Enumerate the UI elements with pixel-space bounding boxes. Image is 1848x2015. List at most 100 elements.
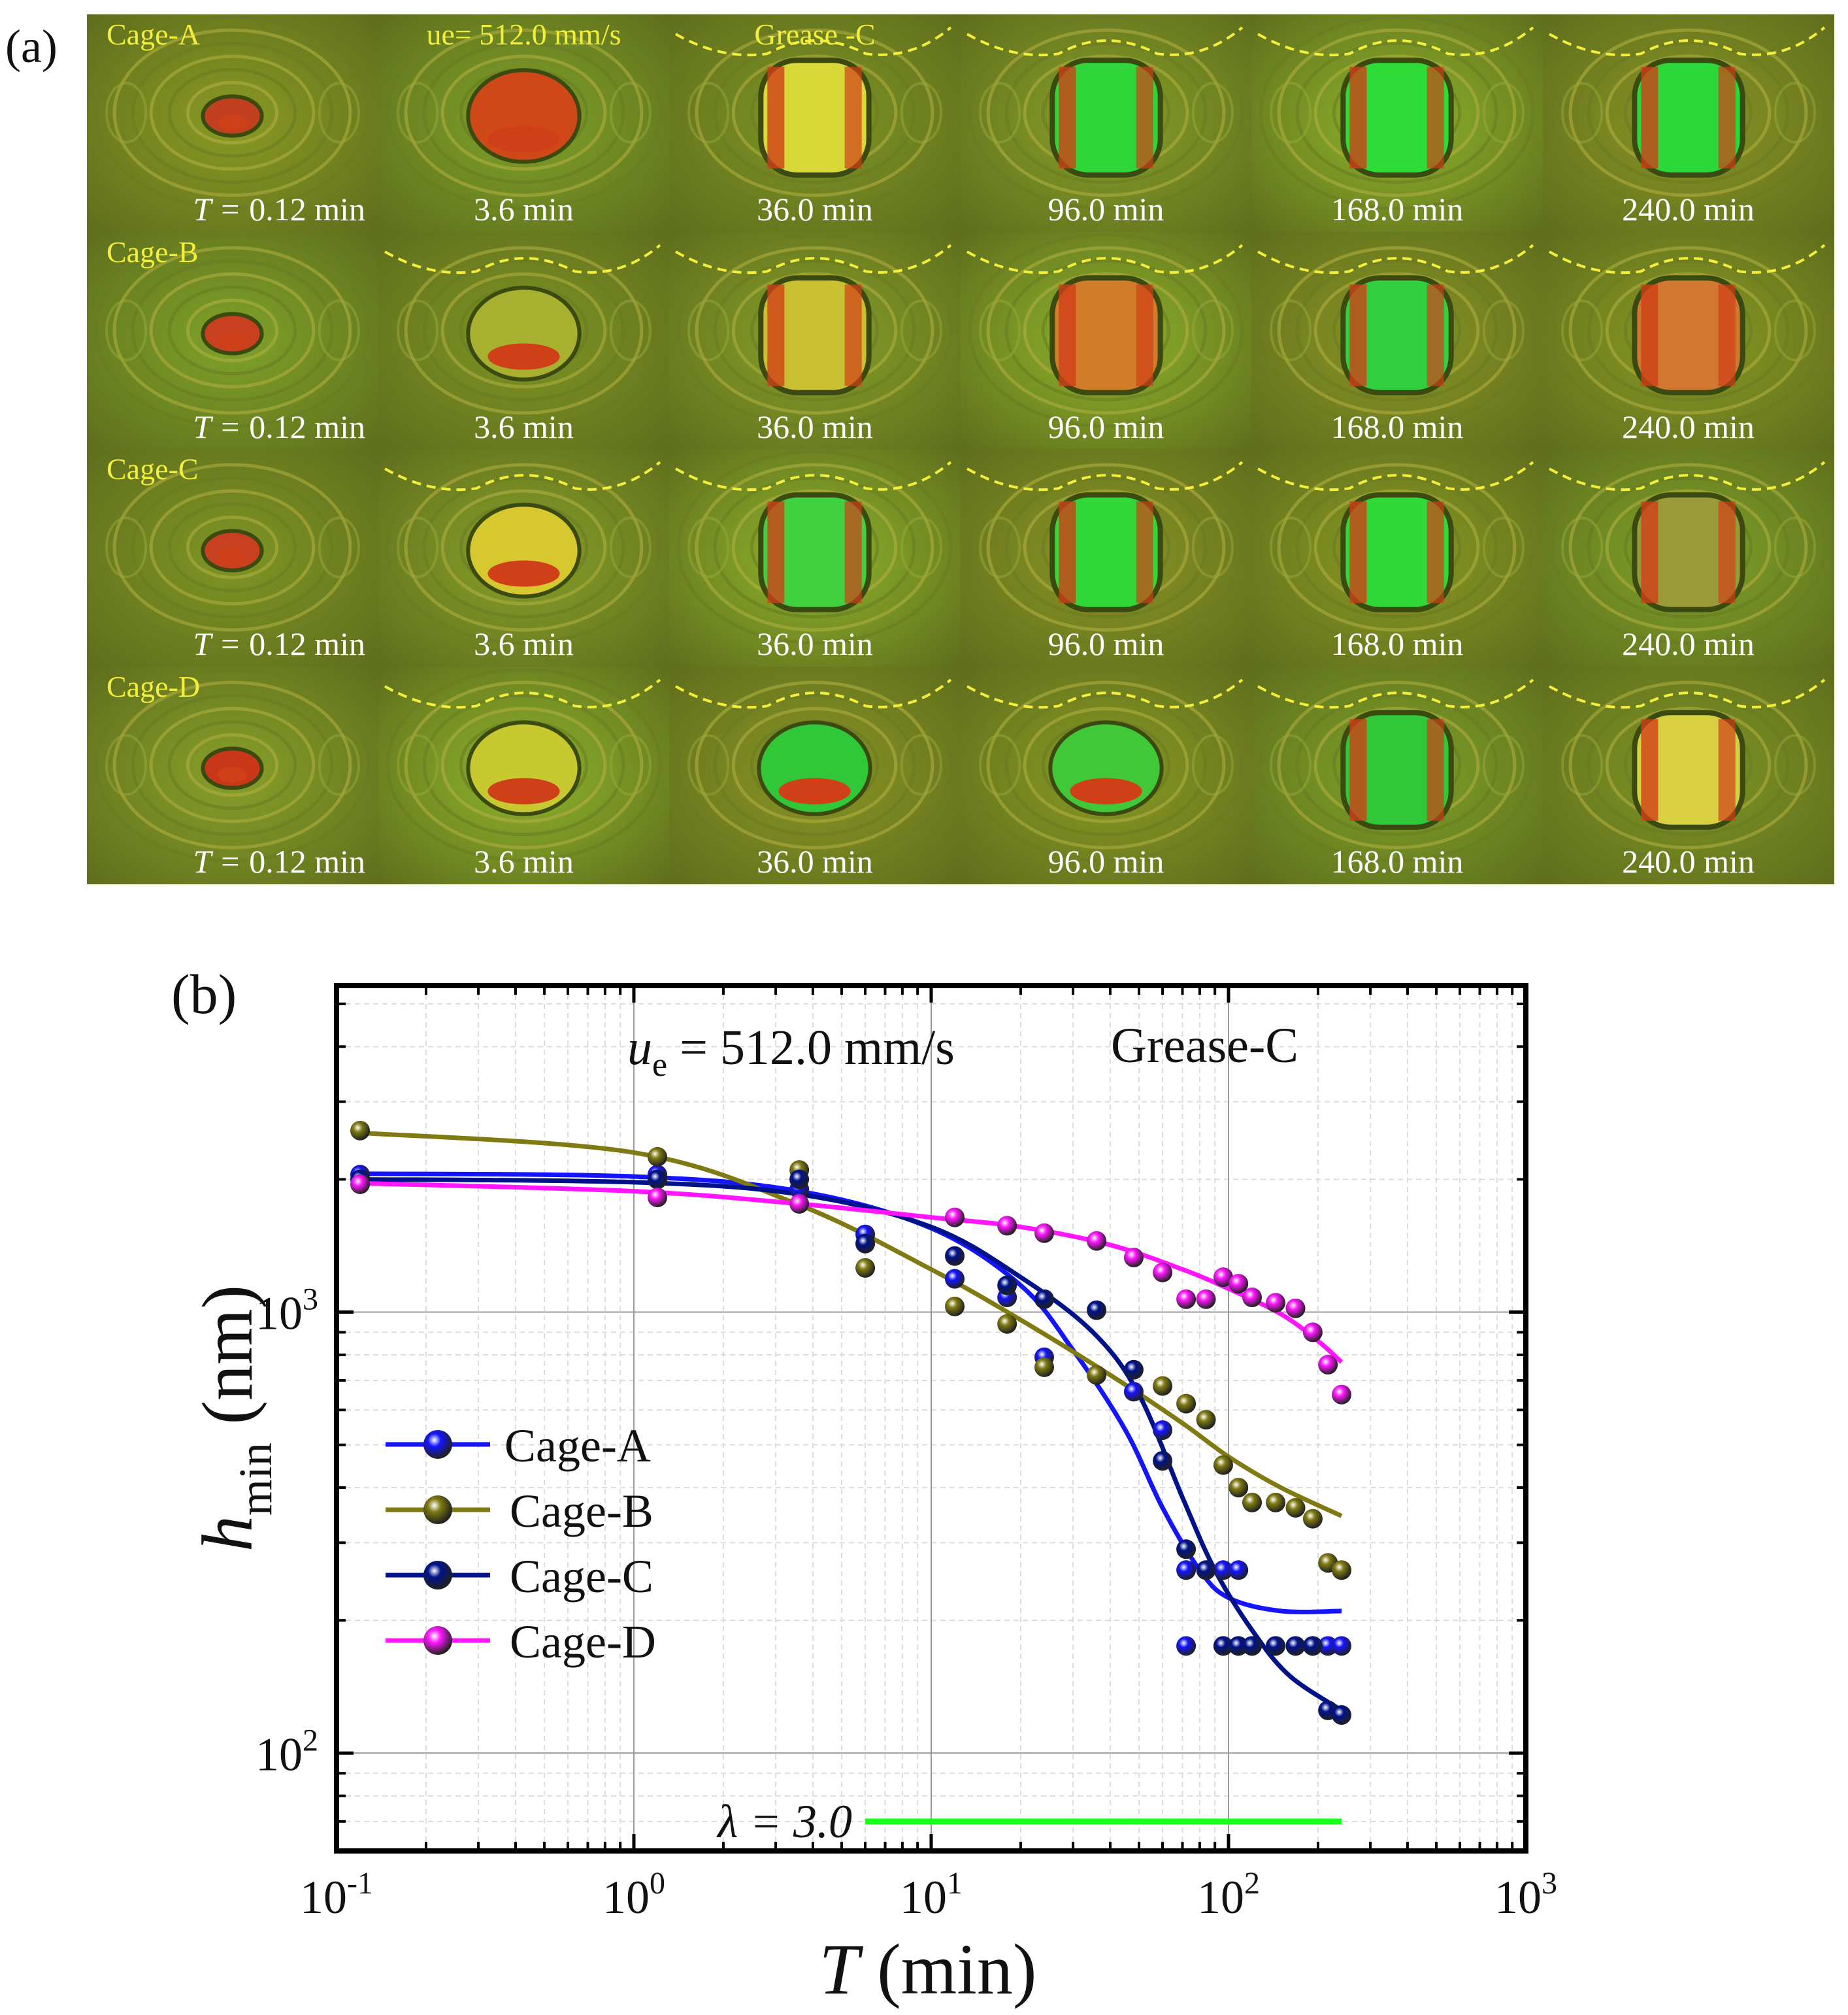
data-point-cage-c bbox=[648, 1169, 668, 1190]
x-tick-base: 10 bbox=[900, 1871, 947, 1923]
y-axis-label: hmin (nm) bbox=[188, 1285, 282, 1552]
data-point-cage-c bbox=[1034, 1289, 1054, 1309]
interferogram-cell: 168.0 min bbox=[1251, 666, 1543, 884]
time-label: 3.6 min bbox=[378, 408, 670, 446]
interferogram-cell: 3.6 min bbox=[378, 666, 670, 884]
cage-row-label: Cage-C bbox=[107, 452, 199, 486]
time-label: 168.0 min bbox=[1251, 190, 1543, 228]
legend-label: Cage-B bbox=[510, 1485, 653, 1537]
time-prefix: T = bbox=[193, 191, 250, 227]
interferogram-cell: 240.0 min bbox=[1542, 666, 1834, 884]
time-value: 36.0 min bbox=[757, 842, 873, 880]
data-point-cage-a bbox=[1153, 1420, 1173, 1440]
interferogram-cell: 240.0 min bbox=[1542, 231, 1834, 450]
data-point-cage-d bbox=[997, 1216, 1017, 1236]
time-label: 96.0 min bbox=[961, 408, 1252, 446]
data-point-cage-a bbox=[1213, 1560, 1233, 1580]
data-point-cage-b bbox=[1285, 1497, 1306, 1518]
data-point-cage-c bbox=[1123, 1359, 1144, 1380]
interferogram-cell: 96.0 min bbox=[960, 231, 1252, 450]
data-point-cage-d bbox=[1242, 1288, 1262, 1308]
time-label: T = 0.12 min bbox=[87, 408, 378, 446]
time-value: 0.12 min bbox=[249, 191, 365, 227]
y-axis-unit: (nm) bbox=[188, 1285, 267, 1442]
data-point-cage-b bbox=[1087, 1365, 1107, 1385]
legend-marker bbox=[423, 1561, 452, 1590]
x-tick-exponent: 2 bbox=[1244, 1866, 1260, 1901]
interferogram-cell: 240.0 min bbox=[1542, 14, 1834, 232]
panel-a-label: (a) bbox=[5, 20, 58, 73]
time-label: 36.0 min bbox=[669, 190, 961, 228]
time-label: 3.6 min bbox=[378, 625, 670, 663]
interferogram-cell: 36.0 min bbox=[669, 449, 961, 667]
x-axis-label: T (min) bbox=[819, 1929, 1036, 2009]
time-label: 168.0 min bbox=[1251, 408, 1543, 446]
data-point-cage-a bbox=[1331, 1636, 1351, 1656]
data-point-cage-a bbox=[945, 1269, 965, 1289]
time-label: 36.0 min bbox=[669, 408, 961, 446]
y-tick-base: 10 bbox=[256, 1288, 303, 1340]
x-tick-base: 10 bbox=[300, 1871, 347, 1923]
fit-curve-cage-a bbox=[359, 1171, 1342, 1614]
time-value: 168.0 min bbox=[1330, 191, 1464, 227]
interferogram-cell: T = 0.12 min Cage-C bbox=[87, 449, 378, 667]
time-prefix: T = bbox=[193, 408, 250, 445]
interferogram-cell: 168.0 min bbox=[1251, 14, 1543, 232]
time-label: T = 0.12 min bbox=[87, 190, 378, 228]
legend-label: Cage-C bbox=[510, 1550, 653, 1603]
time-value: 3.6 min bbox=[474, 625, 574, 662]
time-value: 240.0 min bbox=[1622, 625, 1755, 662]
speed-annotation: ue = 512.0 mm/s bbox=[627, 1020, 955, 1084]
speed-symbol: u bbox=[627, 1020, 652, 1075]
x-tick-label: 102 bbox=[1197, 1866, 1260, 1923]
x-axis-symbol: T bbox=[819, 1929, 863, 2009]
data-point-cage-c bbox=[855, 1233, 876, 1254]
interferogram-cell: T = 0.12 min Cage-B bbox=[87, 231, 378, 450]
data-point-cage-d bbox=[1285, 1298, 1306, 1318]
data-point-cage-b bbox=[1242, 1492, 1262, 1512]
time-label: 36.0 min bbox=[669, 625, 961, 663]
data-point-cage-b bbox=[1034, 1357, 1054, 1377]
legend-label: Cage-D bbox=[510, 1616, 656, 1668]
data-point-cage-d bbox=[1034, 1223, 1054, 1243]
interferogram-cell: 96.0 min bbox=[960, 14, 1252, 232]
cage-row-label: Cage-D bbox=[107, 669, 201, 703]
data-point-cage-b bbox=[1331, 1560, 1351, 1580]
x-tick-exponent: -1 bbox=[347, 1866, 373, 1901]
data-point-cage-b bbox=[997, 1314, 1017, 1334]
time-label: 3.6 min bbox=[378, 190, 670, 228]
time-value: 96.0 min bbox=[1048, 191, 1164, 227]
data-point-cage-d bbox=[945, 1207, 965, 1227]
data-point-cage-b bbox=[1266, 1492, 1286, 1512]
interferogram-cell: 3.6 min bbox=[378, 449, 670, 667]
data-point-cage-c bbox=[945, 1246, 965, 1266]
time-label: 168.0 min bbox=[1251, 625, 1543, 663]
speed-value: = 512.0 mm/s bbox=[667, 1020, 955, 1075]
time-value: 36.0 min bbox=[757, 191, 873, 227]
data-point-cage-c bbox=[1176, 1539, 1196, 1559]
time-label: 36.0 min bbox=[669, 842, 961, 880]
interferogram-cell: 96.0 min bbox=[960, 666, 1252, 884]
time-value: 240.0 min bbox=[1622, 842, 1755, 880]
time-value: 168.0 min bbox=[1330, 408, 1464, 445]
time-value: 0.12 min bbox=[249, 408, 365, 445]
data-point-cage-d bbox=[350, 1174, 371, 1194]
x-tick-label: 101 bbox=[900, 1866, 963, 1923]
legend-marker bbox=[423, 1626, 452, 1655]
data-point-cage-d bbox=[648, 1188, 668, 1208]
time-label: 96.0 min bbox=[961, 625, 1252, 663]
data-point-cage-b bbox=[648, 1146, 668, 1167]
data-point-cage-c bbox=[1302, 1636, 1323, 1656]
data-point-cage-d bbox=[1176, 1289, 1196, 1309]
time-value: 168.0 min bbox=[1330, 842, 1464, 880]
interferogram-cell: 168.0 min bbox=[1251, 231, 1543, 450]
time-value: 36.0 min bbox=[757, 408, 873, 445]
time-label: 3.6 min bbox=[378, 842, 670, 880]
x-axis-unit: (min) bbox=[859, 1929, 1037, 2009]
time-value: 96.0 min bbox=[1048, 408, 1164, 445]
x-tick-base: 10 bbox=[602, 1871, 650, 1923]
data-point-cage-d bbox=[1266, 1293, 1286, 1313]
interferogram-cell: 36.0 min Grease -C bbox=[669, 14, 961, 232]
time-label: 240.0 min bbox=[1543, 625, 1834, 663]
data-point-cage-d bbox=[1196, 1289, 1216, 1309]
